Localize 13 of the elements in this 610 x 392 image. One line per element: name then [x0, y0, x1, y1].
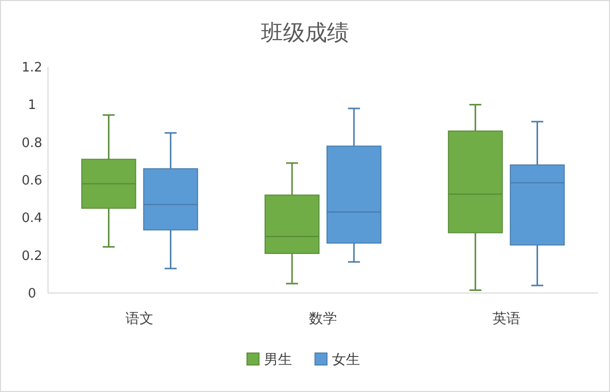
chart-title: 班级成绩: [261, 21, 349, 46]
y-tick-label: 0.8: [22, 136, 42, 151]
x-tick-label: 英语: [492, 311, 520, 327]
y-tick-label: 0: [28, 286, 36, 302]
y-tick-label: 0.6: [22, 174, 42, 189]
y-tick-label: 1: [28, 98, 36, 114]
y-tick-label: 1.2: [22, 60, 42, 76]
x-tick-label: 语文: [126, 311, 154, 327]
legend-label: 男生: [264, 352, 292, 368]
y-tick-label: 0.2: [22, 248, 42, 264]
legend-label: 女生: [332, 352, 360, 368]
x-tick-label: 数学: [309, 311, 337, 327]
y-tick-label: 0.4: [22, 211, 42, 226]
